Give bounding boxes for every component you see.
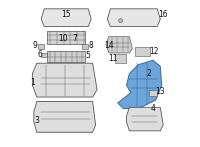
Polygon shape <box>32 63 97 97</box>
Bar <box>149 90 157 96</box>
Text: 5: 5 <box>86 51 91 60</box>
Polygon shape <box>47 31 85 44</box>
Polygon shape <box>135 47 150 56</box>
Polygon shape <box>126 107 163 131</box>
Text: 10: 10 <box>58 34 68 43</box>
Text: 14: 14 <box>104 41 114 50</box>
Bar <box>38 44 44 49</box>
Text: 1: 1 <box>30 78 35 87</box>
Polygon shape <box>41 9 91 26</box>
Text: 9: 9 <box>33 41 38 50</box>
Text: 4: 4 <box>150 104 155 113</box>
Polygon shape <box>115 54 126 63</box>
Text: 2: 2 <box>146 69 151 78</box>
Text: 8: 8 <box>89 41 94 50</box>
Text: 13: 13 <box>155 87 165 96</box>
Text: 15: 15 <box>61 10 71 19</box>
Bar <box>82 44 88 49</box>
Text: 6: 6 <box>37 50 42 59</box>
Bar <box>41 53 47 57</box>
Polygon shape <box>34 101 96 132</box>
Circle shape <box>119 19 122 22</box>
Text: 11: 11 <box>108 54 118 63</box>
Text: 7: 7 <box>73 34 77 43</box>
Text: 12: 12 <box>150 47 159 56</box>
Polygon shape <box>106 37 132 53</box>
Polygon shape <box>118 60 162 109</box>
Text: 16: 16 <box>158 10 168 19</box>
Polygon shape <box>107 9 160 26</box>
Polygon shape <box>47 51 85 62</box>
Text: 3: 3 <box>34 116 39 125</box>
